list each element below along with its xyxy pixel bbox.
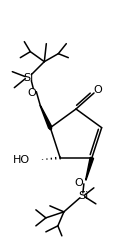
Text: HO: HO	[13, 155, 30, 165]
Polygon shape	[40, 106, 52, 128]
Text: O: O	[27, 88, 36, 98]
Text: Si: Si	[23, 73, 33, 83]
Text: O: O	[94, 85, 102, 95]
Text: O: O	[74, 178, 83, 188]
Text: Si: Si	[79, 191, 89, 201]
Polygon shape	[86, 157, 94, 180]
